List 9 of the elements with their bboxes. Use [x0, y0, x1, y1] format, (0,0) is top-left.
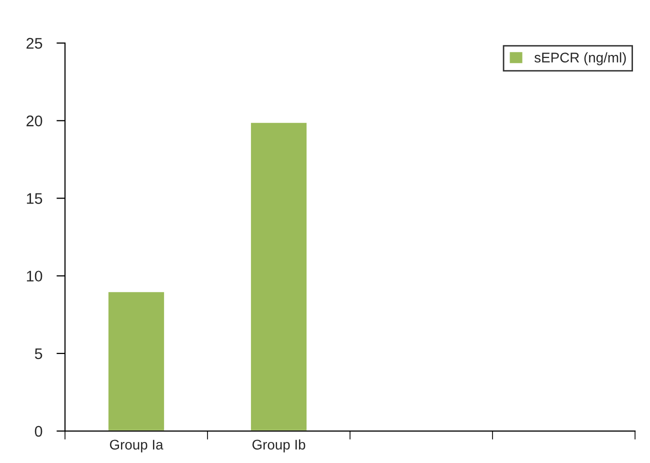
legend-label: sEPCR (ng/ml): [534, 52, 626, 66]
y-tick-label: 25: [26, 38, 42, 49]
y-tick-label: 20: [26, 116, 42, 126]
y-tick-label: 0: [34, 426, 42, 437]
x-tick-label: Group Ib: [252, 439, 306, 452]
y-tick-label: 10: [26, 270, 42, 282]
x-tick-label: Group Ia: [110, 440, 164, 452]
y-tick-label: 5: [34, 348, 42, 360]
y-tick-label: 15: [26, 193, 42, 204]
